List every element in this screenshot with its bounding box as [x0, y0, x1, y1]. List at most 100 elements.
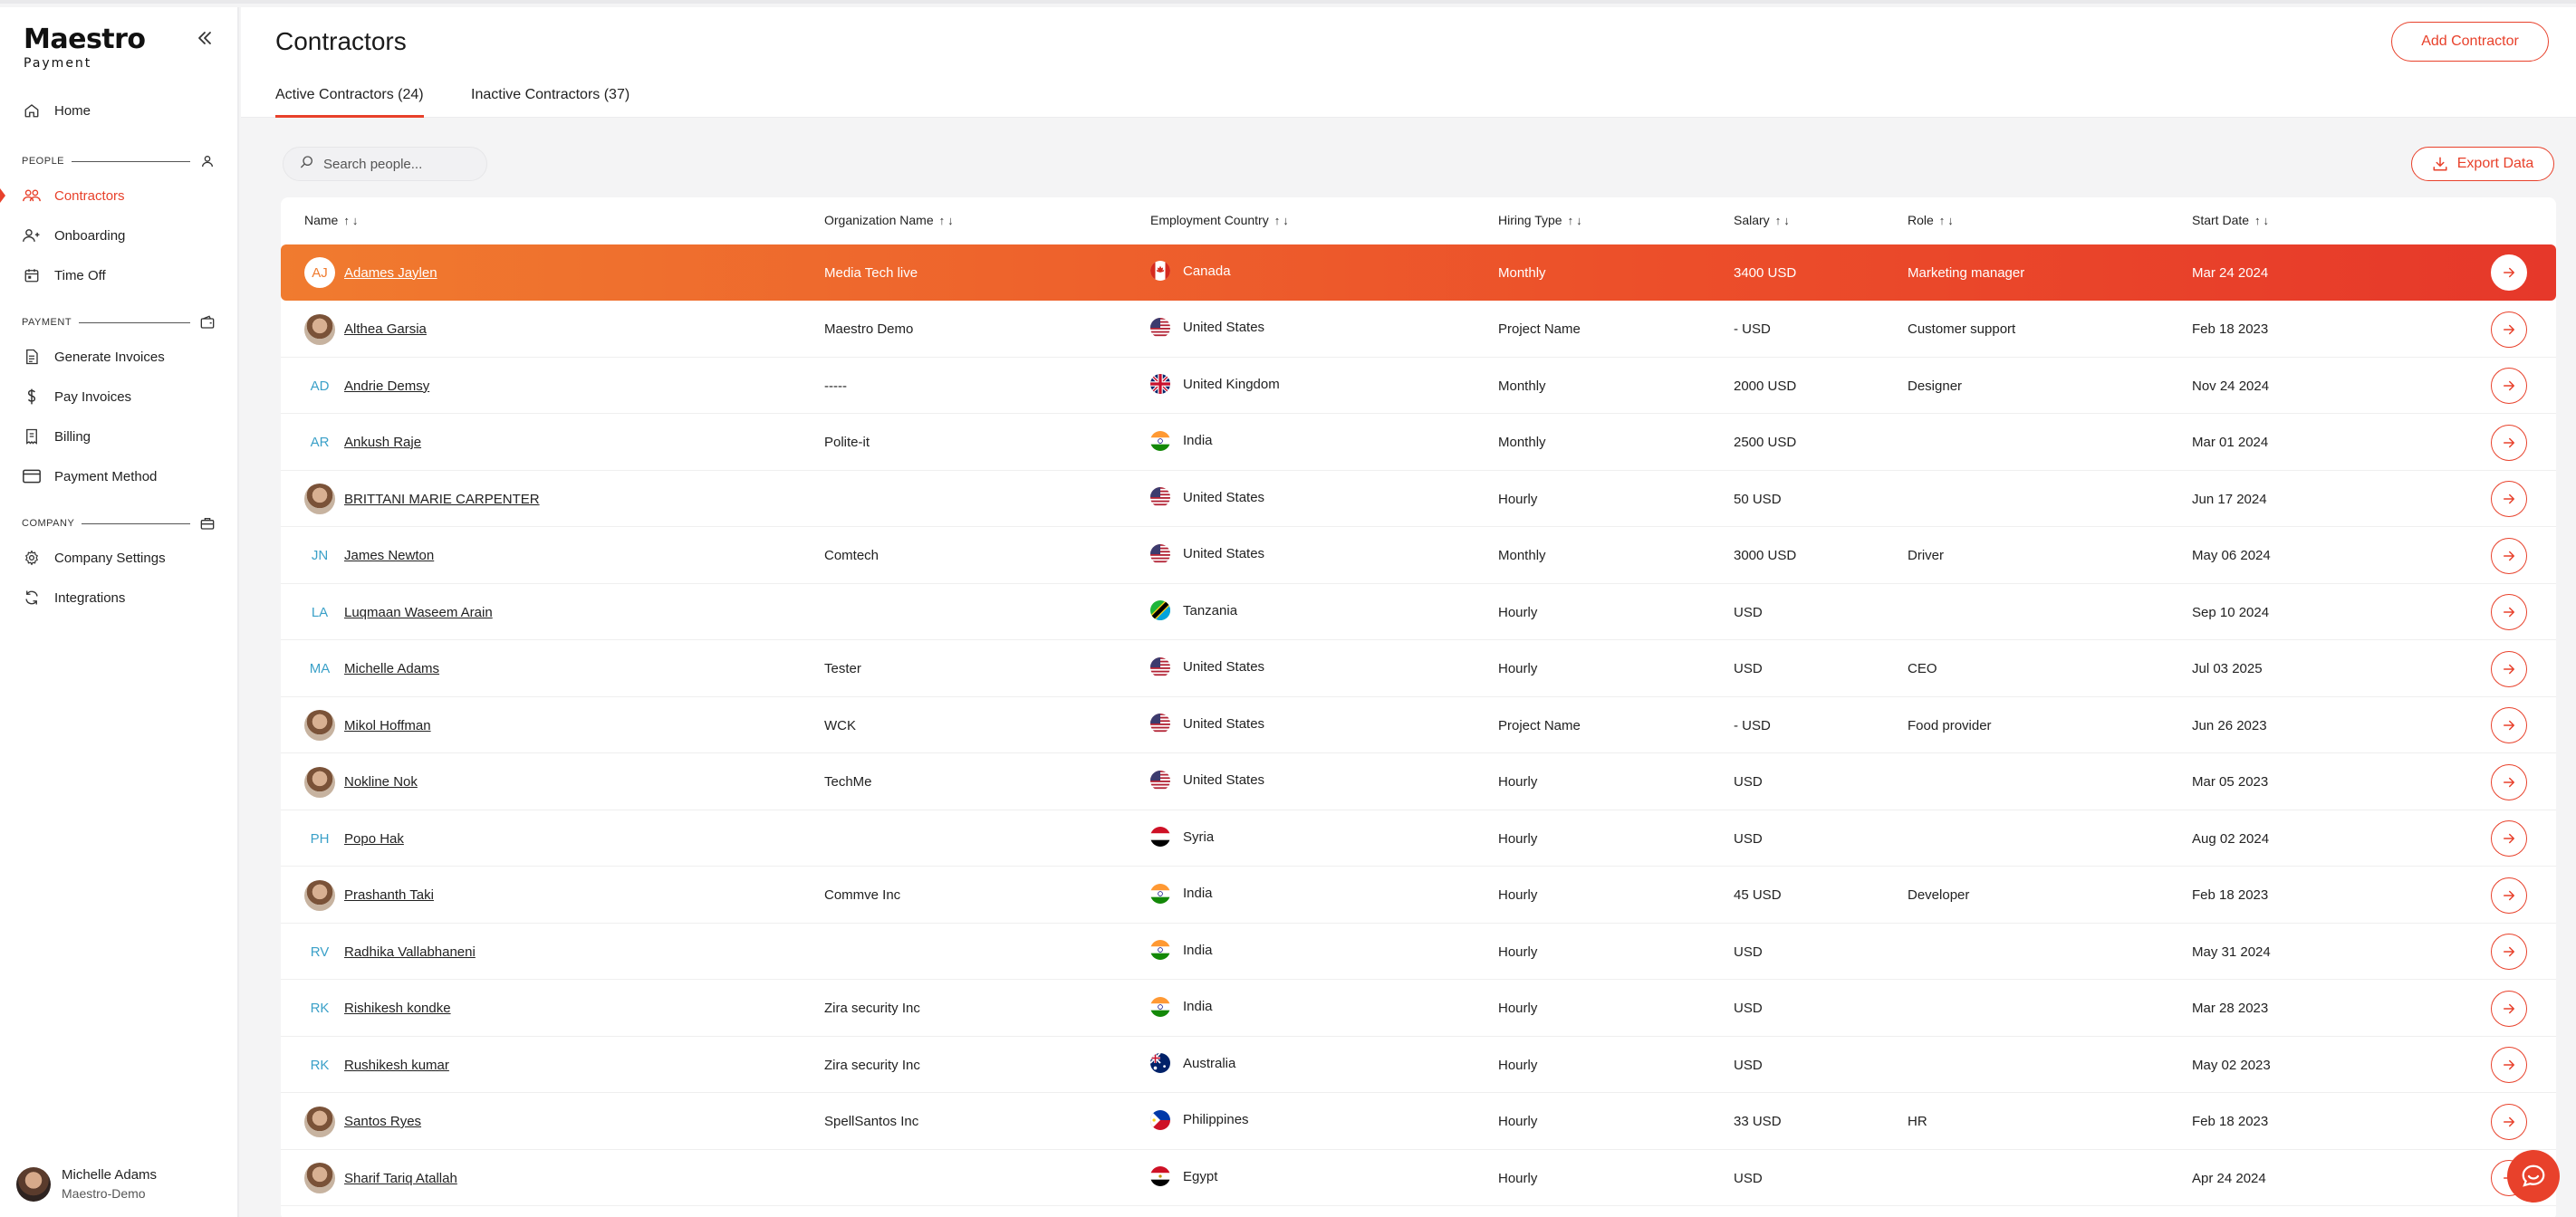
contractor-name-link[interactable]: Prashanth Taki	[344, 887, 434, 903]
sidebar-item-label: Company Settings	[54, 550, 166, 566]
sort-arrows-icon[interactable]: ↑↓	[1938, 213, 1956, 227]
sidebar-item-integrations[interactable]: Integrations	[0, 580, 237, 616]
user-name: Michelle Adams	[62, 1167, 158, 1183]
cell-salary: 3000 USD	[1734, 548, 1797, 563]
sidebar-item-pay-invoices[interactable]: Pay Invoices	[0, 379, 237, 415]
sidebar-item-home[interactable]: Home	[0, 92, 237, 129]
view-contractor-button[interactable]	[2491, 537, 2527, 574]
collapse-sidebar-icon[interactable]	[194, 27, 216, 49]
table-row[interactable]: AJ Adames Jaylen Media Tech live Canada Mont…	[281, 244, 2556, 301]
country-name: India	[1183, 433, 1213, 448]
search-box[interactable]	[283, 147, 487, 181]
table-row[interactable]: Mikol Hoffman WCK United States Project Nam…	[281, 697, 2556, 753]
contractor-name-link[interactable]: Rushikesh kumar	[344, 1057, 449, 1073]
contractor-name-link[interactable]: James Newton	[344, 548, 435, 563]
table-row[interactable]: LA Luqmaan Waseem Arain Tanzania Hourly USD S…	[281, 584, 2556, 640]
view-contractor-button[interactable]	[2491, 311, 2527, 348]
search-input[interactable]	[323, 156, 477, 172]
cell-hiring-type: Hourly	[1498, 830, 1538, 847]
column-header-employment-country[interactable]: Employment Country ↑↓	[1150, 213, 1292, 227]
tab-active-contractors[interactable]: Active Contractors (24)	[275, 87, 424, 118]
sidebar-item-contractors[interactable]: Contractors	[0, 177, 237, 214]
export-data-button[interactable]: Export Data	[2411, 147, 2554, 181]
column-header-hiring-type[interactable]: Hiring Type ↑↓	[1498, 213, 1585, 227]
table-row[interactable]: RK Rushikesh kumar Zira security Inc Austra…	[281, 1037, 2556, 1093]
chat-support-button[interactable]	[2507, 1150, 2560, 1203]
sort-arrows-icon[interactable]: ↑↓	[343, 213, 361, 227]
table-row[interactable]: RK Rishikesh kondke Zira security Inc India…	[281, 981, 2556, 1037]
contractor-name-link[interactable]: Popo Hak	[344, 830, 404, 847]
view-contractor-button[interactable]	[2491, 254, 2527, 291]
contractor-name-link[interactable]: Santos Ryes	[344, 1114, 422, 1129]
brand-logo[interactable]: Maestro Payment	[24, 25, 146, 72]
country-name: Syria	[1183, 829, 1215, 845]
view-contractor-button[interactable]	[2491, 990, 2527, 1027]
contractor-name-link[interactable]: Nokline Nok	[344, 774, 418, 790]
contractor-name-link[interactable]: Luqmaan Waseem Arain	[344, 604, 493, 620]
contractor-name-link[interactable]: Andrie Demsy	[344, 378, 430, 394]
user-org: Maestro-Demo	[62, 1186, 146, 1201]
view-contractor-button[interactable]	[2491, 707, 2527, 743]
table-row[interactable]: AD Andrie Demsy ----- United Kingdom Monthly…	[281, 358, 2556, 414]
sidebar-item-company-settings[interactable]: Company Settings	[0, 540, 237, 576]
table-row[interactable]: Althea Garsia Maestro Demo United States Pr…	[281, 302, 2556, 358]
view-contractor-button[interactable]	[2491, 594, 2527, 630]
sort-arrows-icon[interactable]: ↑↓	[1274, 213, 1292, 227]
contractor-name-link[interactable]: Ankush Raje	[344, 435, 422, 450]
column-header-start-date[interactable]: Start Date ↑↓	[2192, 213, 2272, 227]
cell-hiring-type: Hourly	[1498, 1057, 1538, 1073]
sort-arrows-icon[interactable]: ↑↓	[2254, 213, 2273, 227]
sidebar-item-generate-invoices[interactable]: Generate Invoices	[0, 339, 237, 375]
contractor-name-link[interactable]: Radhika Vallabhaneni	[344, 944, 476, 960]
add-contractor-button[interactable]: Add Contractor	[2391, 22, 2549, 62]
contractor-name-link[interactable]: Sharif Tariq Atallah	[344, 1170, 457, 1186]
table-row[interactable]: MA Michelle Adams Tester United States Hourl…	[281, 641, 2556, 697]
view-contractor-button[interactable]	[2491, 763, 2527, 800]
sort-arrows-icon[interactable]: ↑↓	[1567, 213, 1585, 227]
contractor-name-link[interactable]: Mikol Hoffman	[344, 717, 431, 733]
table-row[interactable]: PH Popo Hak Syria Hourly USD Aug 02 2024	[281, 810, 2556, 867]
sidebar-item-time-off[interactable]: Time Off	[0, 257, 237, 293]
tab-inactive-contractors[interactable]: Inactive Contractors (37)	[471, 87, 630, 102]
view-contractor-button[interactable]	[2491, 1103, 2527, 1140]
table-row[interactable]: Sharif Tariq Atallah Egypt Hourly USD Apr 24…	[281, 1150, 2556, 1206]
user-profile[interactable]: Michelle Adams Maestro-Demo	[16, 1166, 157, 1203]
sidebar-item-onboarding[interactable]: Onboarding	[0, 217, 237, 254]
column-header-salary[interactable]: Salary ↑↓	[1734, 213, 1793, 227]
sidebar-item-billing[interactable]: Billing	[0, 418, 237, 455]
table-row[interactable]: Prashanth Taki Commve Inc India Hourly 45 US…	[281, 867, 2556, 924]
view-contractor-button[interactable]	[2491, 934, 2527, 970]
table-row[interactable]: Nokline Nok TechMe United States Hourly USD M…	[281, 754, 2556, 810]
flag-in-icon	[1150, 940, 1170, 960]
view-contractor-button[interactable]	[2491, 368, 2527, 404]
table-row[interactable]: AR Ankush Raje Polite-it India Monthly 2500 U…	[281, 415, 2556, 471]
cell-start-date: Feb 18 2023	[2192, 321, 2269, 337]
column-header-name[interactable]: Name ↑↓	[304, 213, 360, 227]
view-contractor-button[interactable]	[2491, 424, 2527, 461]
cell-name: Prashanth Taki	[304, 867, 434, 924]
column-header-organization-name[interactable]: Organization Name ↑↓	[824, 213, 956, 227]
table-row[interactable]: Santos Ryes SpellSantos Inc Philippines Hou…	[281, 1094, 2556, 1150]
column-header-role[interactable]: Role ↑↓	[1908, 213, 1956, 227]
table-row[interactable]: BRITTANI MARIE CARPENTER United States Hou…	[281, 471, 2556, 527]
cell-salary: 2000 USD	[1734, 378, 1797, 394]
sidebar-item-label: Billing	[54, 428, 91, 445]
view-contractor-button[interactable]	[2491, 481, 2527, 517]
users-icon	[22, 186, 42, 206]
contractor-name-link[interactable]: Adames Jaylen	[344, 264, 437, 281]
contractor-name-link[interactable]: BRITTANI MARIE CARPENTER	[344, 491, 540, 507]
contractor-name-link[interactable]: Althea Garsia	[344, 321, 427, 337]
table-row[interactable]: JN James Newton Comtech United States Monthl…	[281, 528, 2556, 584]
sort-arrows-icon[interactable]: ↑↓	[1774, 213, 1793, 227]
sort-arrows-icon[interactable]: ↑↓	[938, 213, 956, 227]
sidebar-item-label: Pay Invoices	[54, 388, 132, 405]
table-row[interactable]: RV Radhika Vallabhaneni India Hourly USD May …	[281, 924, 2556, 980]
view-contractor-button[interactable]	[2491, 877, 2527, 914]
view-contractor-button[interactable]	[2491, 650, 2527, 687]
view-contractor-button[interactable]	[2491, 820, 2527, 857]
sidebar-item-payment-method[interactable]: Payment Method	[0, 458, 237, 494]
view-contractor-button[interactable]	[2491, 1047, 2527, 1083]
contractor-name-link[interactable]: Rishikesh kondke	[344, 1001, 451, 1016]
contractor-name-link[interactable]: Michelle Adams	[344, 661, 440, 676]
cell-name: PH Popo Hak	[304, 810, 404, 867]
